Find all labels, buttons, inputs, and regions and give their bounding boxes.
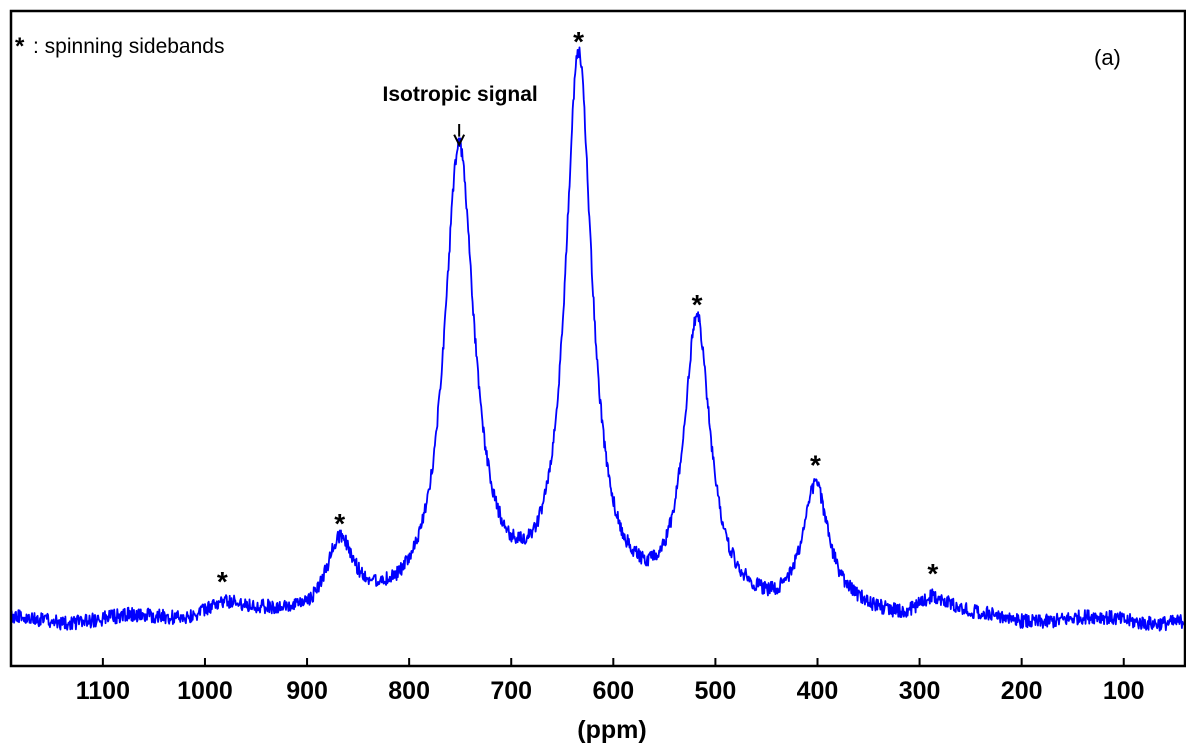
sideband-marker: * [334, 508, 345, 539]
x-axis-label: (ppm) [577, 716, 646, 744]
x-tick-label-1000: 1000 [177, 677, 233, 705]
sideband-marker: * [810, 450, 821, 481]
x-tick-label-1100: 1100 [76, 677, 130, 705]
isotropic-arrow-head [453, 134, 466, 147]
x-tick-label-200: 200 [1001, 677, 1043, 705]
x-tick-label-700: 700 [490, 677, 532, 705]
x-tick-label-400: 400 [797, 677, 839, 705]
sideband-marker: * [573, 26, 584, 57]
x-tick-label-300: 300 [899, 677, 941, 705]
x-tick-label-600: 600 [592, 677, 634, 705]
x-tick-label-900: 900 [286, 677, 328, 705]
x-tick-label-800: 800 [388, 677, 430, 705]
plot-frame [9, 9, 1186, 668]
panel-label: (a) [1094, 45, 1121, 70]
isotropic-signal-label: Isotropic signal [383, 83, 538, 106]
x-tick-label-500: 500 [695, 677, 737, 705]
spectrum-line [10, 46, 1186, 632]
sideband-marker: * [692, 289, 703, 320]
sideband-marker: * [217, 566, 228, 597]
legend-star: * [15, 33, 25, 60]
sideband-marker: * [927, 558, 938, 589]
legend-text: : spinning sidebands [33, 35, 224, 58]
x-tick-label-100: 100 [1103, 677, 1145, 705]
